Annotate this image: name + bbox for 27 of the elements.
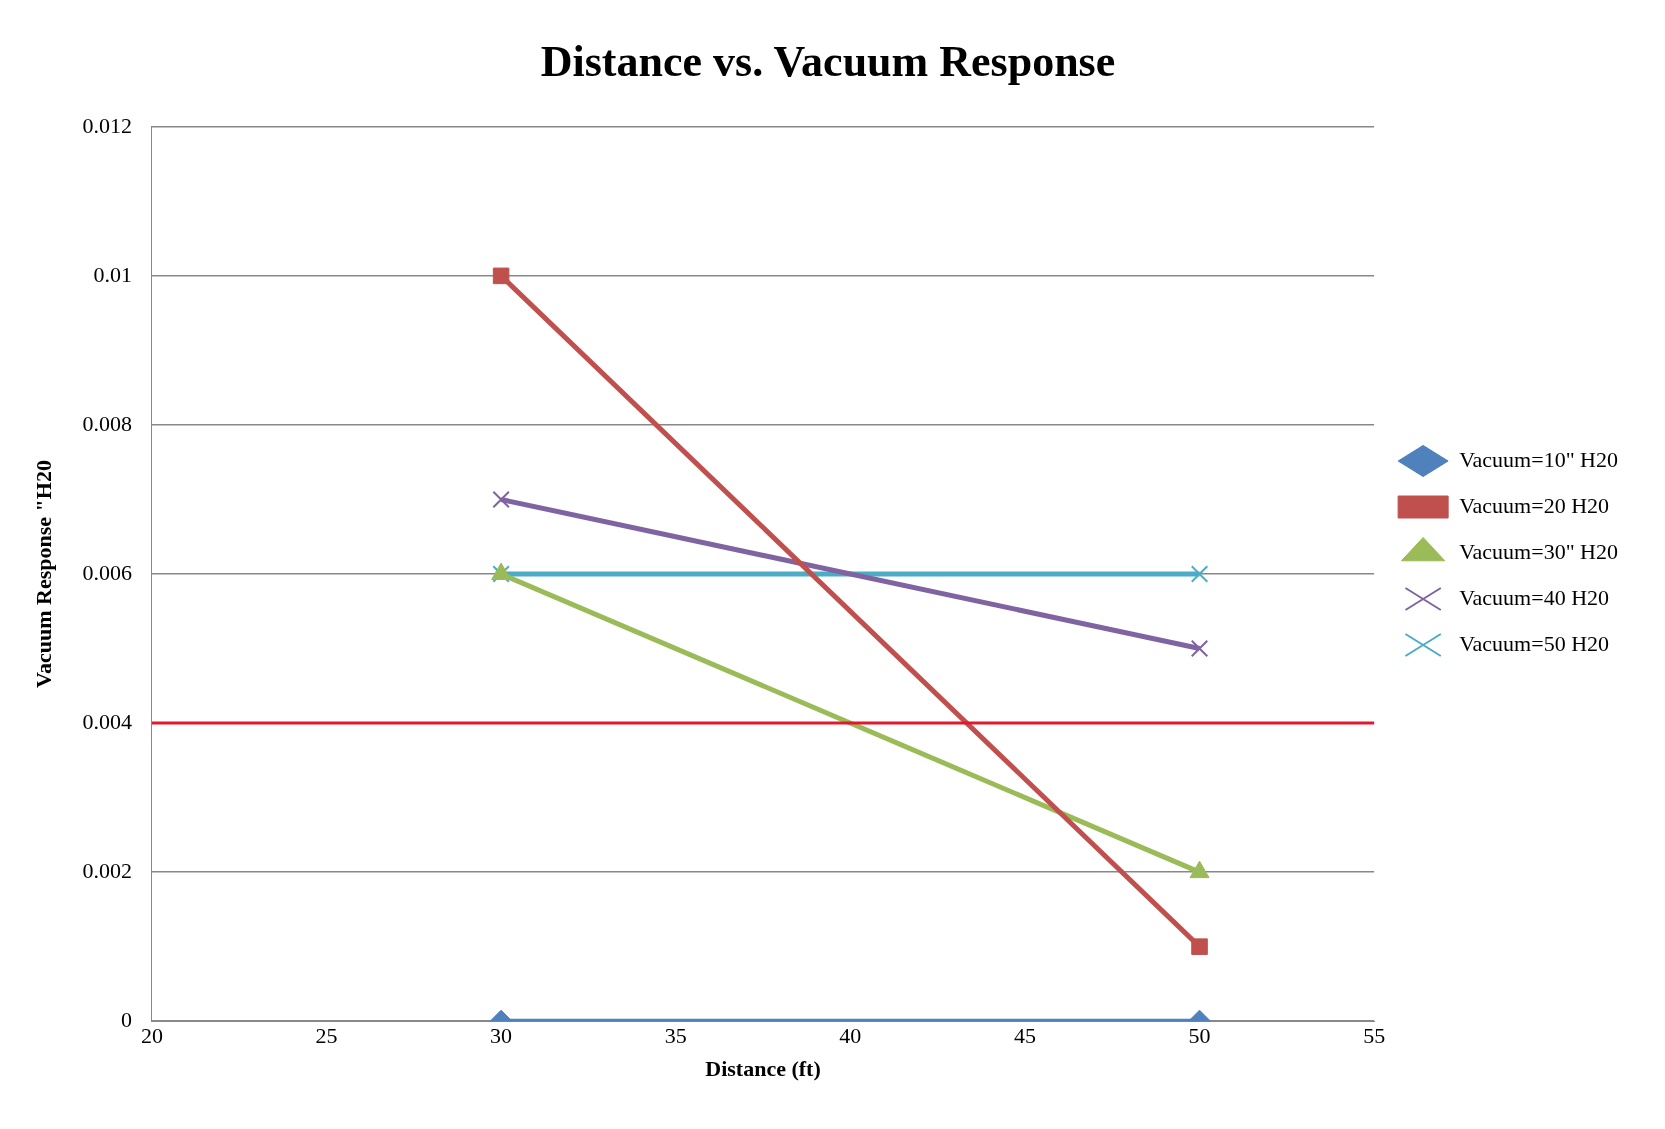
x-tick-label: 40: [839, 1023, 862, 1049]
point: [492, 490, 510, 509]
y-tick-label: 0.008: [82, 410, 132, 436]
x-tick-label: 30: [490, 1023, 513, 1049]
y-tick-label: 0.006: [82, 559, 132, 585]
x-axis-title: Distance (ft): [705, 1056, 821, 1082]
legend-label: Vacuum=20 H20: [1459, 492, 1610, 518]
y-tick-label: 0: [120, 1006, 132, 1032]
point: [1190, 565, 1209, 583]
point: [492, 267, 510, 285]
y-tick-label: 0.01: [93, 261, 132, 287]
x-tick-label: 20: [140, 1023, 163, 1049]
point: [1190, 639, 1209, 658]
x-tick-label: 55: [1363, 1023, 1386, 1049]
x-tick-label: 35: [664, 1023, 687, 1049]
chart-title: Distance vs. Vacuum Response: [540, 36, 1116, 86]
x-tick-label: 50: [1188, 1023, 1211, 1049]
legend-label: Vacuum=40 H20: [1459, 584, 1610, 610]
legend-label: Vacuum=30" H20: [1459, 538, 1619, 564]
legend-label: Vacuum=50 H20: [1459, 630, 1610, 656]
x-tick-label: 25: [315, 1023, 338, 1049]
y-axis-title: Vacuum Response "H20: [30, 460, 56, 688]
x-tick-label: 45: [1013, 1023, 1036, 1049]
y-tick-label: 0.012: [82, 112, 132, 138]
legend-label: Vacuum=10" H20: [1459, 446, 1619, 472]
y-tick-label: 0.002: [82, 857, 132, 883]
y-tick-label: 0.004: [82, 708, 132, 734]
